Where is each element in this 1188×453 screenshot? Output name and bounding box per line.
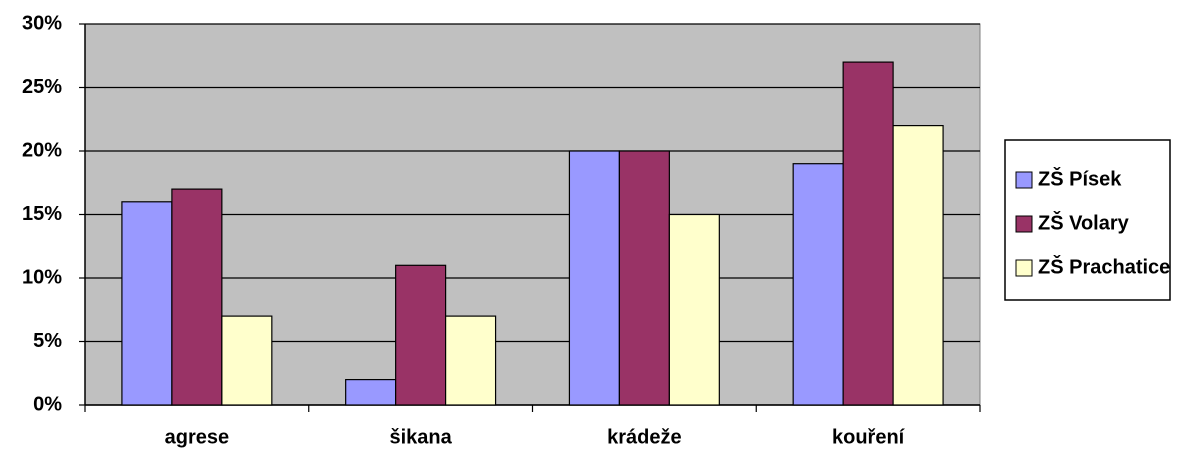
legend-swatch bbox=[1015, 171, 1033, 189]
bar bbox=[121, 201, 173, 406]
bar bbox=[792, 163, 844, 406]
bar bbox=[668, 213, 720, 406]
legend-label: ZŠ Prachatice bbox=[1038, 254, 1170, 278]
bar bbox=[568, 150, 620, 406]
y-tick-label: 5% bbox=[33, 330, 62, 352]
x-tick-label: krádeže bbox=[607, 426, 682, 448]
legend-swatch bbox=[1015, 215, 1033, 233]
y-tick-label: 20% bbox=[22, 139, 62, 161]
y-tick-label: 15% bbox=[22, 203, 62, 225]
bar bbox=[171, 188, 223, 406]
bar bbox=[892, 124, 944, 406]
bar bbox=[395, 264, 447, 406]
y-tick-label: 25% bbox=[22, 76, 62, 98]
y-tick-label: 10% bbox=[22, 266, 62, 288]
legend-label: ZŠ Volary bbox=[1038, 210, 1130, 234]
bar bbox=[618, 150, 670, 406]
x-tick-label: šikana bbox=[389, 426, 452, 448]
x-tick-label: agrese bbox=[165, 426, 230, 448]
y-tick-label: 30% bbox=[22, 12, 62, 34]
legend-swatch bbox=[1015, 259, 1033, 277]
legend-label: ZŠ Písek bbox=[1038, 166, 1122, 190]
x-tick-label: kouření bbox=[832, 426, 906, 448]
bar bbox=[345, 379, 397, 406]
bar bbox=[445, 315, 497, 406]
bar bbox=[842, 61, 894, 406]
bar bbox=[221, 315, 273, 406]
y-tick-label: 0% bbox=[33, 393, 62, 415]
